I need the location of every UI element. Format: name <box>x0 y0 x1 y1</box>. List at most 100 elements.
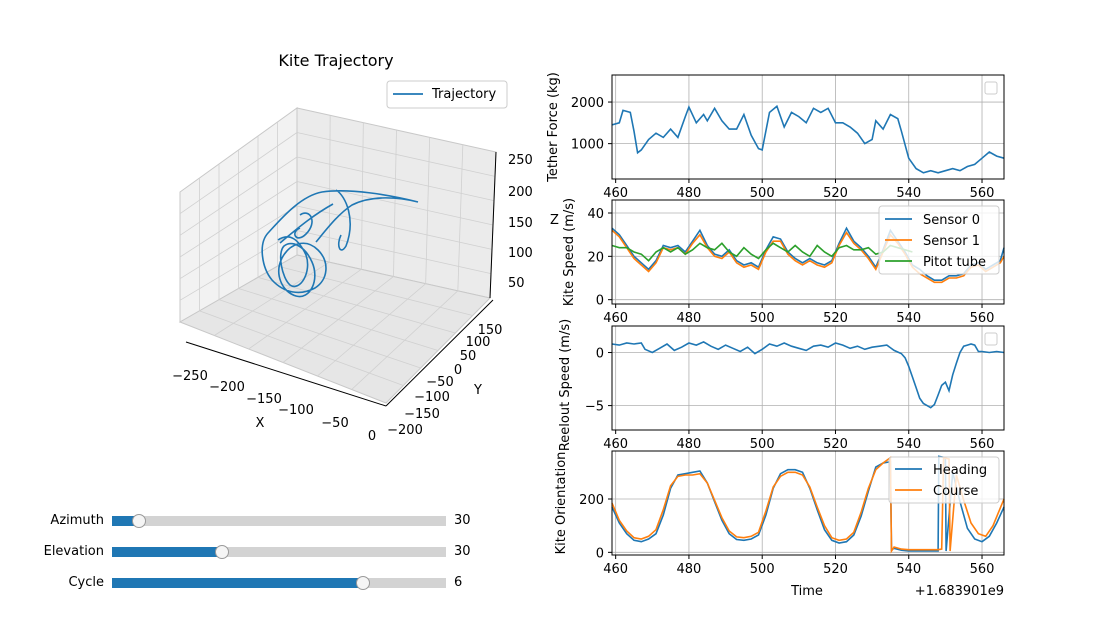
y-axis-line <box>385 299 494 407</box>
reelout-speed-line <box>611 341 1005 409</box>
elevation-slider-fill <box>112 547 223 557</box>
y-tick-label: −5 <box>585 400 604 415</box>
x-tick: −50 <box>321 416 348 431</box>
trajectory-line <box>261 189 419 298</box>
sensor-0-line <box>611 226 1005 281</box>
y-tick-label: 0 <box>596 347 604 362</box>
z-tick: 100 <box>508 246 533 261</box>
x-tick-label: 520 <box>823 311 848 326</box>
x-tick: −250 <box>172 369 208 384</box>
speed-y-axis-label: Kite Speed (m/s) <box>562 198 577 306</box>
reelout-x-ticks: 460 480 500 520 540 560 <box>603 430 994 452</box>
y-tick: −100 <box>414 390 450 405</box>
y-tick: 50 <box>460 349 477 364</box>
reelout-speed-panel: −5 0 460 480 500 520 540 560 Reelout Speed (m/… <box>558 319 1005 452</box>
x-tick-label: 500 <box>750 437 775 452</box>
x-tick-label: 520 <box>823 562 848 577</box>
y-tick: −200 <box>387 423 423 438</box>
x-tick-labels: −250 −200 −150 −100 −50 0 <box>172 369 376 444</box>
speed-y-prefix: Z <box>550 213 559 228</box>
x-tick-label: 540 <box>896 562 921 577</box>
x-tick-label: 480 <box>677 186 702 201</box>
grid-floor-b <box>351 290 459 390</box>
legend-heading: Heading <box>933 463 987 478</box>
time-axis-label: Time <box>790 584 823 599</box>
reelout-y-ticks: −5 0 <box>585 347 612 415</box>
azimuth-slider[interactable] <box>112 514 446 528</box>
y-tick-label: 0 <box>596 546 604 561</box>
y-tick: 150 <box>478 323 503 338</box>
elevation-slider[interactable] <box>112 545 446 559</box>
tether-x-ticks: 460 480 500 520 540 560 <box>603 179 994 201</box>
x-tick: −200 <box>209 380 245 395</box>
y-tick: 100 <box>466 335 491 350</box>
x-tick: 0 <box>368 429 376 444</box>
x-tick-label: 480 <box>677 311 702 326</box>
time-offset-label: +1.683901e9 <box>915 584 1004 599</box>
x-tick-label: 480 <box>677 437 702 452</box>
speed-x-ticks: 460 480 500 520 540 560 <box>603 304 994 326</box>
tether-force-line <box>611 104 1005 174</box>
x-tick-label: 500 <box>750 186 775 201</box>
x-tick-label: 520 <box>823 186 848 201</box>
orientation-y-axis-label: Kite Orientation <box>554 452 569 555</box>
z-tick: 200 <box>508 185 533 200</box>
z-tick: 250 <box>508 153 533 168</box>
y-axis-label: Y <box>473 383 482 398</box>
y-tick-label: 20 <box>587 250 604 265</box>
elevation-label: Elevation <box>43 544 104 559</box>
x-axis-line <box>185 341 387 407</box>
y-tick: −50 <box>426 375 453 390</box>
x-tick-label: 520 <box>823 437 848 452</box>
tether-y-axis-label: Tether Force (kg) <box>546 72 561 183</box>
grid-3d <box>179 115 496 390</box>
azimuth-slider-handle[interactable] <box>131 514 146 528</box>
x-tick: −150 <box>246 392 282 407</box>
x-tick-label: 500 <box>750 562 775 577</box>
azimuth-value: 30 <box>454 513 471 528</box>
orientation-x-ticks: 460 480 500 520 540 560 <box>603 555 994 577</box>
x-tick-label: 560 <box>970 311 995 326</box>
trajectory-3d-plot[interactable]: Kite Trajectory −250 −200 −150 −100 −50 … <box>0 0 545 470</box>
x-tick-label: 540 <box>896 437 921 452</box>
x-tick-label: 460 <box>603 186 628 201</box>
elevation-slider-handle[interactable] <box>215 545 230 559</box>
x-tick-label: 460 <box>603 562 628 577</box>
z-tick: 150 <box>508 216 533 231</box>
tether-force-panel: 1000 2000 460 480 500 520 540 560 Tether Force… <box>546 72 1005 201</box>
y-tick: 0 <box>454 363 462 378</box>
cycle-slider-handle[interactable] <box>355 576 370 590</box>
x-tick-label: 560 <box>970 562 995 577</box>
x-tick-label: 460 <box>603 311 628 326</box>
x-tick-label: 480 <box>677 562 702 577</box>
x-tick-label: 560 <box>970 437 995 452</box>
legend-pitot-tube: Pitot tube <box>923 255 986 270</box>
x-tick-label: 540 <box>896 186 921 201</box>
legend-trajectory-label: Trajectory <box>431 87 496 102</box>
grid-right-v <box>457 144 464 291</box>
z-tick: 50 <box>508 276 525 291</box>
x-tick-label: 560 <box>970 186 995 201</box>
x-tick-label: 460 <box>603 437 628 452</box>
y-tick-label: 0 <box>596 294 604 309</box>
x-tick-label: 500 <box>750 311 775 326</box>
empty-legend-box <box>984 332 998 346</box>
cycle-label: Cycle <box>68 575 104 590</box>
orientation-panel: 0 200 460 480 500 520 540 560 Kite Orientation… <box>554 450 1005 599</box>
y-tick-label: 200 <box>579 493 604 508</box>
orientation-legend: Heading Course <box>888 456 1000 504</box>
x-tick: −100 <box>278 403 314 418</box>
z-axis-line <box>489 151 497 299</box>
legend-sensor-1: Sensor 1 <box>923 234 980 249</box>
cycle-slider[interactable] <box>112 576 446 590</box>
reelout-y-axis-label: Reelout Speed (m/s) <box>558 319 573 451</box>
y-tick-label: 40 <box>587 207 604 222</box>
azimuth-label: Azimuth <box>50 513 104 528</box>
kite-speed-panel: 0 20 40 460 480 500 520 540 560 Kite Speed (m/s… <box>550 198 1005 326</box>
y-tick-label: 2000 <box>571 96 604 111</box>
chart-title: Kite Trajectory <box>278 51 393 70</box>
y-tick-label: 1000 <box>571 138 604 153</box>
orientation-y-ticks: 0 200 <box>579 493 612 561</box>
speed-legend: Sensor 0 Sensor 1 Pitot tube <box>878 205 1000 275</box>
